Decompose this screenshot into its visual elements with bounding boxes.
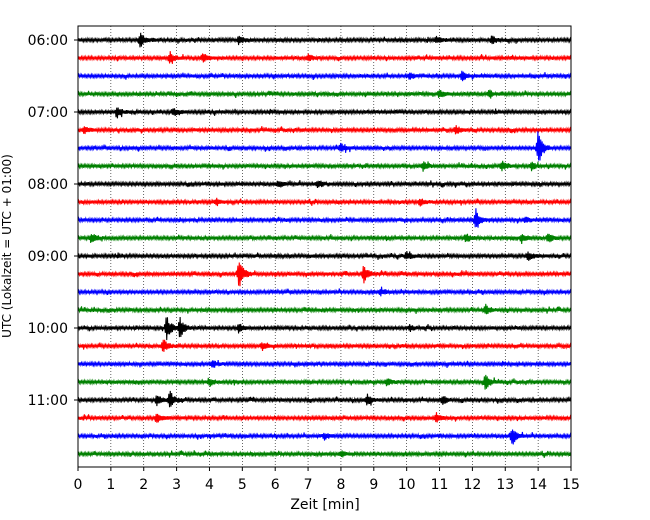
y-tick-label: 06:00 — [28, 33, 68, 49]
trace-1030 — [77, 359, 572, 368]
trace-1145 — [77, 450, 572, 458]
x-tick-label: 7 — [304, 477, 313, 493]
x-tick-label: 1 — [106, 477, 115, 493]
trace-0915 — [77, 262, 572, 287]
x-tick-label: 8 — [336, 477, 345, 493]
x-tick-label: 0 — [74, 477, 83, 493]
trace-0745 — [77, 160, 572, 172]
x-tick-label: 15 — [562, 477, 580, 493]
x-tick-label: 14 — [529, 477, 547, 493]
trace-0930 — [77, 286, 572, 297]
trace-1130 — [77, 429, 572, 445]
x-axis-label: Zeit [min] — [290, 497, 359, 513]
trace-0730 — [77, 131, 572, 161]
seismogram-traces — [77, 32, 572, 458]
y-tick-label: 08:00 — [28, 177, 68, 193]
trace-1045 — [77, 374, 572, 390]
trace-0715 — [77, 125, 572, 135]
y-tick-label: 11:00 — [28, 393, 68, 409]
y-axis-label: UTC (Lokalzeit = UTC + 01:00) — [0, 154, 14, 338]
trace-0645 — [77, 89, 572, 99]
trace-1000 — [77, 316, 572, 341]
x-tick-label: 13 — [496, 477, 514, 493]
trace-0800 — [77, 180, 572, 188]
x-tick-label: 12 — [463, 477, 481, 493]
trace-0815 — [77, 197, 572, 207]
x-tick-label: 2 — [139, 477, 148, 493]
y-axis-ticks: 06:00 07:00 08:00 09:00 10:00 11:00 — [28, 33, 78, 409]
x-tick-label: 10 — [398, 477, 416, 493]
y-tick-label: 07:00 — [28, 105, 68, 121]
trace-1015 — [77, 339, 572, 352]
x-tick-label: 5 — [238, 477, 247, 493]
y-tick-label: 10:00 — [28, 321, 68, 337]
trace-1115 — [77, 412, 572, 423]
plot-frame — [77, 25, 572, 468]
x-tick-label: 3 — [172, 477, 181, 493]
x-tick-label: 6 — [271, 477, 280, 493]
x-tick-label: 11 — [431, 477, 449, 493]
x-tick-label: 4 — [205, 477, 214, 493]
trace-0700 — [77, 107, 572, 119]
x-axis-ticks: 0 1 2 3 4 5 6 7 8 9 10 11 12 13 14 15 — [74, 467, 580, 493]
trace-0830 — [77, 208, 572, 228]
trace-0600 — [77, 32, 572, 48]
y-tick-label: 09:00 — [28, 249, 68, 265]
trace-0845 — [77, 233, 572, 244]
trace-0945 — [77, 303, 572, 315]
trace-0900 — [77, 251, 572, 261]
trace-1100 — [77, 390, 572, 408]
x-tick-label: 9 — [369, 477, 378, 493]
trace-0630 — [77, 70, 572, 82]
trace-0615 — [77, 51, 572, 64]
